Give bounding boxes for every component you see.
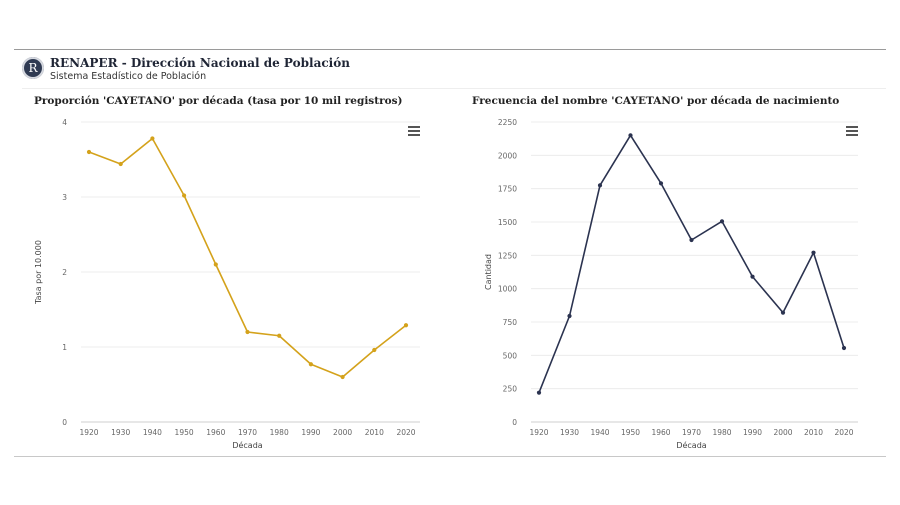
dashboard-frame [14, 49, 886, 457]
data-point [277, 333, 282, 338]
chart-panel-proportion: Proporción 'CAYETANO' por década (tasa p… [34, 92, 464, 454]
data-point [213, 262, 218, 267]
chart-panel-frequency: Frecuencia del nombre 'CAYETANO' por déc… [472, 92, 900, 454]
y-tick-label: 750 [503, 318, 518, 327]
x-tick-label: 2010 [804, 428, 823, 437]
x-tick-label: 1930 [111, 428, 130, 437]
chart-title: Proporción 'CAYETANO' por década (tasa p… [34, 95, 403, 107]
renaper-logo: R [22, 57, 44, 79]
data-point [86, 149, 92, 155]
x-tick-label: 2000 [773, 428, 792, 437]
y-tick-label: 4 [62, 118, 67, 127]
data-point [118, 161, 123, 167]
x-tick-label: 1920 [79, 428, 98, 437]
x-tick-label: 2000 [333, 428, 352, 437]
data-point [245, 329, 250, 335]
y-tick-label: 1750 [498, 185, 517, 194]
x-tick-label: 1930 [560, 428, 579, 437]
y-tick-label: 2000 [498, 151, 517, 160]
data-point [567, 313, 572, 319]
x-axis-title: Década [676, 440, 706, 450]
hamburger-menu-icon[interactable] [846, 126, 858, 136]
data-point [597, 183, 603, 188]
series-line [538, 134, 845, 393]
x-tick-label: 2010 [365, 428, 384, 437]
y-tick-label: 1500 [498, 218, 517, 227]
x-tick-label: 1950 [621, 428, 640, 437]
x-tick-label: 1970 [238, 428, 257, 437]
x-tick-label: 1960 [651, 428, 670, 437]
data-point [780, 310, 786, 315]
x-tick-label: 1940 [143, 428, 162, 437]
y-tick-label: 2250 [498, 118, 517, 127]
y-tick-label: 1000 [498, 285, 517, 294]
x-tick-label: 1980 [712, 428, 731, 437]
x-tick-label: 1920 [529, 428, 548, 437]
data-point [719, 219, 725, 224]
x-tick-label: 2020 [396, 428, 415, 437]
y-tick-label: 0 [62, 418, 67, 427]
x-tick-label: 1990 [743, 428, 762, 437]
y-axis-title: Cantidad [484, 254, 493, 290]
page-header: R RENAPER - Dirección Nacional de Poblac… [22, 56, 882, 86]
data-point [536, 390, 542, 395]
x-tick-label: 1950 [175, 428, 194, 437]
page-subtitle: Sistema Estadístico de Población [50, 71, 207, 82]
y-tick-label: 1250 [498, 251, 517, 260]
y-axis-title: Tasa por 10.000 [34, 240, 43, 305]
data-point [403, 323, 409, 328]
data-point [750, 274, 755, 279]
hamburger-menu-icon[interactable] [408, 126, 420, 136]
data-point [628, 133, 633, 138]
data-point [658, 181, 664, 186]
x-tick-label: 1990 [301, 428, 320, 437]
page-title: RENAPER - Dirección Nacional de Població… [50, 56, 350, 70]
chart-frequency-svg: 0 250 500 750 1000 1250 1500 1750 2000 2250 1920 19… [484, 118, 858, 450]
x-tick-label: 1980 [270, 428, 289, 437]
y-tick-label: 250 [503, 385, 518, 394]
y-tick-label: 0 [512, 418, 517, 427]
x-tick-label: 1960 [206, 428, 225, 437]
data-point [689, 237, 694, 243]
data-point [182, 193, 187, 198]
x-axis-title: Década [232, 440, 262, 450]
data-point [372, 347, 377, 353]
series-line [88, 137, 407, 378]
header-divider [22, 88, 886, 89]
y-tick-label: 500 [503, 351, 518, 360]
x-tick-label: 2020 [834, 428, 853, 437]
chart-title: Frecuencia del nombre 'CAYETANO' por déc… [472, 95, 840, 107]
data-point [340, 374, 345, 380]
y-tick-label: 3 [62, 193, 67, 202]
x-tick-label: 1970 [682, 428, 701, 437]
y-tick-label: 2 [62, 268, 67, 277]
x-tick-label: 1940 [590, 428, 609, 437]
data-point [308, 362, 313, 367]
data-point [841, 345, 847, 351]
data-point [150, 136, 155, 141]
chart-proportion-svg: 0 1 2 3 4 1920 1930 1940 1950 1960 1970 1980 1990 200… [34, 118, 420, 450]
y-tick-label: 1 [62, 343, 67, 352]
data-point [811, 250, 816, 255]
